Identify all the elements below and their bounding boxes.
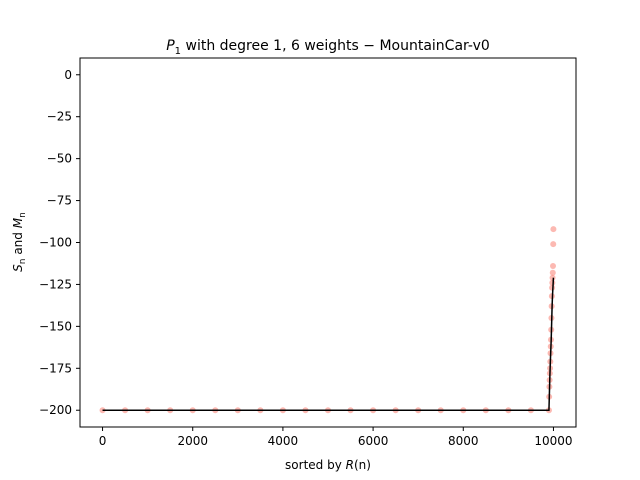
x-tick-label: 10000 (534, 434, 572, 448)
ylabel-m-sub: n (18, 212, 28, 218)
scatter-point (550, 241, 557, 248)
scatter-point (549, 269, 556, 276)
scatter-point (550, 226, 557, 233)
y-tick-label: −100 (39, 236, 72, 250)
x-tick-label: 0 (99, 434, 107, 448)
ylabel-s-sub: n (18, 258, 28, 264)
y-tick-label: −75 (47, 194, 72, 208)
title-sub: 1 (175, 46, 181, 57)
x-tick-label: 8000 (448, 434, 479, 448)
xlabel-var: R (346, 458, 354, 472)
plot-area (79, 57, 577, 428)
xlabel-suffix: (n) (354, 458, 371, 472)
chart-title: P1 with degree 1, 6 weights − MountainCa… (166, 38, 490, 57)
ylabel-m: M (11, 217, 25, 228)
y-tick-label: −50 (47, 152, 72, 166)
ylabel-mid: and (11, 228, 25, 258)
y-axis-label: Sn and Mn (11, 212, 28, 272)
y-tick-label: −200 (39, 403, 72, 417)
ylabel-s: S (11, 264, 25, 272)
title-var: P (166, 38, 175, 54)
y-tick-label: −175 (39, 361, 72, 375)
x-tick-label: 4000 (268, 434, 299, 448)
y-tick-label: 0 (64, 68, 72, 82)
y-axis: 0 −25 −50 −75 −100 −125 −150 −175 −200 (39, 68, 80, 417)
series-layer (99, 226, 557, 414)
series-line (102, 277, 555, 411)
title-rest: with degree 1, 6 weights − MountainCar-v… (181, 38, 490, 54)
x-axis-label: sorted by R(n) (285, 458, 371, 472)
xlabel-prefix: sorted by (285, 458, 346, 472)
y-tick-label: −125 (39, 277, 72, 291)
scatter-point (550, 262, 557, 269)
x-tick-label: 2000 (177, 434, 208, 448)
x-axis: 0 2000 4000 6000 8000 10000 (99, 427, 573, 448)
plot-frame (79, 57, 577, 428)
x-tick-label: 6000 (358, 434, 389, 448)
y-tick-label: −25 (47, 110, 72, 124)
y-tick-label: −150 (39, 319, 72, 333)
